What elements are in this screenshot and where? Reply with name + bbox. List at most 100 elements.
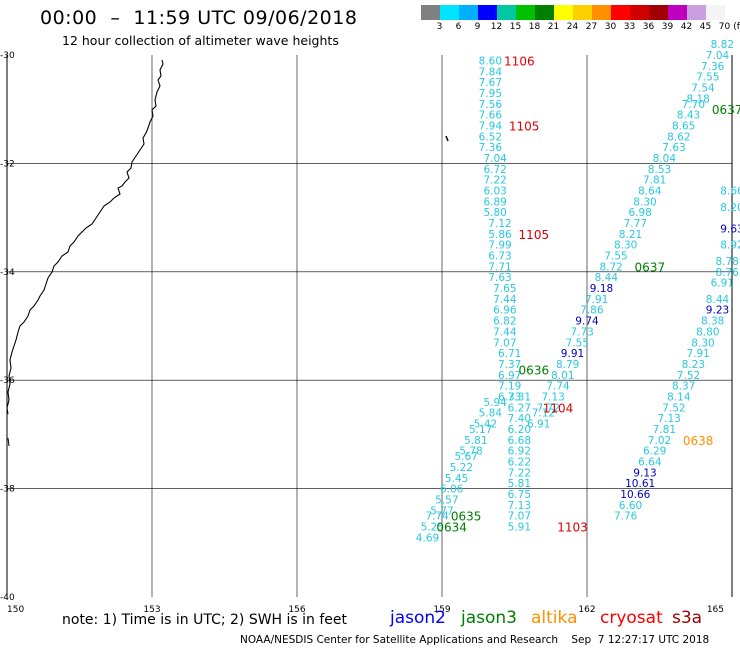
legend-label: 15 — [509, 22, 522, 32]
wave-height-value: 7.86 — [580, 305, 604, 317]
wave-height-value: 7.99 — [488, 240, 511, 252]
wave-height-value: 7.36 — [701, 61, 725, 73]
wave-height-value: 7.76 — [614, 511, 638, 523]
satellite-name-jason3: jason3 — [461, 608, 517, 628]
wave-height-value: 10.61 — [625, 478, 655, 490]
wave-height-value: 8.79 — [556, 359, 579, 371]
wave-height-value: 7.52 — [677, 370, 700, 382]
wave-height-value: 7.91 — [585, 294, 608, 306]
longitude-label: 159 — [433, 605, 450, 615]
wave-height-value: 6.68 — [508, 435, 531, 447]
wave-height-value: 8.23 — [682, 359, 705, 371]
longitude-label: 165 — [707, 605, 724, 615]
wave-height-value: 7.63 — [662, 142, 685, 154]
wave-height-value: 7.56 — [479, 99, 503, 111]
legend-label: 3 — [436, 22, 443, 32]
wave-height-value: 6.97 — [498, 370, 521, 382]
coastline-fragment — [445, 135, 449, 142]
wave-height-value: 6.75 — [508, 489, 531, 501]
wave-height-value: 6.98 — [628, 207, 651, 219]
wave-height-value: 8.44 — [595, 272, 619, 284]
wave-height-value: 7.13 — [541, 391, 564, 403]
note-text: note: 1) Time is in UTC; 2) SWH is in fe… — [62, 612, 348, 628]
pass-time-label: 0637 — [635, 260, 666, 274]
wave-height-value: 8.72 — [599, 261, 622, 273]
wave-height-value: 6.92 — [508, 446, 531, 458]
wave-height-value: 8.92 — [720, 240, 740, 252]
wave-height-value: 9.13 — [633, 467, 656, 479]
wave-height-value: 6.33 — [498, 391, 521, 403]
wave-height-value: 5.57 — [435, 494, 458, 506]
satellite-name-cryosat: cryosat — [600, 608, 663, 628]
latitude-label: -36 — [0, 376, 15, 386]
wave-height-value: 6.27 — [508, 402, 531, 414]
wave-height-value: 5.67 — [454, 451, 477, 463]
latitude-label: -40 — [0, 593, 15, 603]
wave-height-value: 7.54 — [691, 83, 715, 95]
wave-height-value: 5.81 — [508, 478, 531, 490]
legend-label: 30 — [604, 22, 617, 32]
wave-height-value: 5.84 — [479, 408, 503, 420]
wave-height-value: 7.81 — [653, 424, 676, 436]
wave-height-value: 7.13 — [657, 413, 680, 425]
pass-time-label: 0638 — [683, 434, 714, 448]
wave-height-value: 8.20 — [720, 202, 740, 214]
wave-height-value: 6.96 — [493, 305, 517, 317]
wave-height-value: 7.66 — [479, 110, 503, 122]
latitude-label: -32 — [0, 159, 15, 169]
wave-height-value: 5.86 — [488, 229, 512, 241]
wave-height-value: 7.12 — [532, 408, 555, 420]
pass-time-label: 0634 — [436, 521, 467, 535]
wave-height-value: 6.20 — [508, 424, 531, 436]
wave-height-value: 5.25 — [421, 522, 444, 534]
wave-height-value: 8.65 — [672, 120, 695, 132]
longitude-labels: 150 153 156 159 162 165 — [7, 605, 724, 615]
wave-height-value: 9.18 — [590, 283, 613, 295]
legend-label: 9 — [474, 22, 481, 32]
wave-height-value: 8.38 — [701, 316, 724, 328]
wave-height-value: 7.74 — [425, 511, 449, 523]
legend-label: 42 — [680, 22, 693, 32]
legend-label: 27 — [585, 22, 598, 32]
wave-height-value: 8.53 — [648, 164, 671, 176]
wave-height-value: 7.13 — [508, 500, 531, 512]
legend-unit: (ft) — [733, 22, 740, 32]
legend-swatch — [516, 5, 535, 20]
legend-swatch — [421, 5, 440, 20]
wave-height-value: 7.77 — [624, 218, 647, 230]
legend-label: 21 — [547, 22, 560, 32]
footer-credit: NOAA/NESDIS Center for Satellite Applica… — [240, 634, 710, 646]
legend-label: 24 — [566, 22, 579, 32]
legend-label: 45 — [699, 22, 712, 32]
coastline — [6, 59, 164, 415]
pass-time-label: 1106 — [504, 54, 535, 68]
pass-time-label: 0637 — [712, 103, 740, 117]
wave-height-value: 8.78 — [715, 256, 738, 268]
wave-height-value: 7.70 — [682, 99, 705, 111]
wave-height-value: 5.17 — [469, 424, 492, 436]
altimeter-tracks: 8.607.847.677.957.567.667.946.527.367.04… — [416, 39, 740, 544]
pass-time-labels: 1106 1105 1105 1104 1103 0637 0637 0636 06350634… — [436, 54, 740, 534]
wave-height-value: 7.72 — [537, 402, 560, 414]
wave-height-value: 4.69 — [416, 532, 439, 544]
wave-height-value: 7.91 — [686, 348, 709, 360]
wave-height-value: 7.37 — [498, 359, 521, 371]
wave-height-value: 8.04 — [653, 153, 677, 165]
wave-height-value: 7.84 — [479, 66, 503, 78]
wave-height-value: 7.22 — [483, 175, 506, 187]
wave-height-value: 5.45 — [445, 473, 468, 485]
longitude-label: 162 — [578, 605, 595, 615]
legend-swatch — [592, 5, 611, 20]
wave-height-value: 7.55 — [604, 251, 627, 263]
wave-height-value: 5.78 — [459, 446, 482, 458]
wave-height-value: 8.76 — [715, 267, 739, 279]
legend-swatch — [440, 5, 459, 20]
wave-height-value: 9.23 — [706, 305, 729, 317]
wave-height-value: 6.03 — [483, 186, 506, 198]
wave-height-value: 7.44 — [493, 294, 517, 306]
longitude-label: 153 — [143, 605, 160, 615]
wave-height-value: 5.81 — [464, 435, 487, 447]
legend-label: 12 — [490, 22, 503, 32]
latitude-label: -30 — [0, 51, 15, 61]
pass-time-label: 1104 — [543, 401, 574, 415]
